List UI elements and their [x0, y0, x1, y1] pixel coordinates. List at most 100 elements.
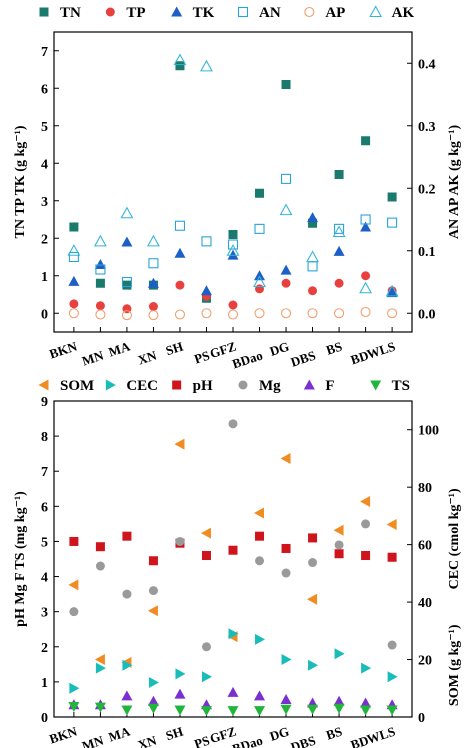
x-tick-label-mn: MN — [80, 347, 106, 368]
left-tick-label: 3 — [41, 195, 48, 210]
point-tk-bkn — [68, 275, 80, 286]
x-tick-label-ma: MA — [107, 723, 133, 744]
point-ph-ma — [122, 531, 132, 541]
point-f-bs — [333, 695, 345, 706]
point-an-dbs — [307, 261, 318, 272]
legend-marker-ap — [304, 6, 315, 18]
point-ap-wls — [387, 308, 398, 319]
point-ap-ps — [201, 308, 212, 319]
point-ts-ps — [200, 706, 212, 717]
left-tick-label: 2 — [41, 232, 48, 247]
x-tick-label-ps: PS — [192, 733, 211, 748]
point-ap-dg — [280, 308, 292, 319]
point-tp-xn — [148, 302, 158, 311]
point-ph-bkn — [69, 536, 79, 546]
legend-label-an: AN — [259, 5, 281, 21]
point-som-dbs — [307, 593, 318, 605]
legend-label-som: SOM — [60, 378, 94, 394]
point-mg-wls — [387, 640, 397, 650]
point-an-dg — [280, 173, 292, 184]
right-tick-label: 100 — [418, 424, 439, 439]
x-tick-label-xn: XN — [136, 732, 159, 748]
point-ts-bs — [333, 703, 345, 714]
point-ph-xn — [148, 556, 158, 566]
point-an-mn — [95, 264, 106, 275]
point-ak-bd — [359, 281, 373, 294]
point-f-ma — [121, 690, 133, 701]
point-an-gfz — [227, 239, 239, 250]
left-tick-label: 6 — [41, 82, 48, 97]
point-cec-bdao — [255, 633, 266, 645]
point-tp-bdao — [255, 284, 265, 294]
point-tk-bs — [333, 245, 345, 256]
point-ap-bd — [360, 306, 371, 318]
point-mg-bdao — [255, 556, 265, 566]
point-som-dg — [280, 452, 291, 464]
point-tn-sh — [175, 61, 185, 71]
point-tp-gfz — [228, 300, 238, 310]
point-f-dg — [280, 693, 292, 704]
point-tk-xn — [147, 277, 159, 288]
point-som-bs — [333, 524, 344, 536]
point-mg-xn — [148, 586, 158, 596]
left-tick-label: 5 — [41, 120, 48, 135]
legend-marker-tn — [39, 7, 49, 17]
legend-label-tp: TP — [126, 5, 145, 21]
point-ap-bdao — [254, 308, 265, 319]
point-ap-ma — [121, 310, 132, 321]
point-tp-bs — [334, 278, 344, 288]
top-panel: TN TP TK AN AP AK 0 1 2 3 4 5 6 7 0.0 0.1 0.2 0.3 0.4 BKN MN… — [13, 5, 462, 371]
right-tick-label: 20 — [418, 654, 432, 669]
point-tk-gfz — [227, 249, 239, 260]
point-mg-bd — [361, 519, 371, 529]
legend-label-ph: pH — [193, 378, 213, 394]
point-som-xn — [147, 605, 158, 617]
point-som-bd — [360, 496, 371, 508]
legend-marker-tk — [171, 6, 183, 17]
point-ts-bd — [360, 705, 372, 716]
point-cec-mn — [95, 662, 106, 674]
point-f-sh — [174, 688, 186, 699]
point-ts-ma — [121, 705, 133, 716]
point-an-bdao — [254, 223, 265, 234]
point-ap-xn — [148, 310, 159, 321]
right-tick-label: 0.1 — [418, 245, 436, 260]
legend-label-tk: TK — [193, 5, 215, 21]
point-ts-dbs — [307, 704, 319, 715]
point-tn-bd — [361, 136, 371, 146]
point-an-sh — [174, 220, 186, 231]
x-tick-label-dg: DG — [268, 724, 291, 744]
point-ph-wls — [387, 552, 397, 562]
point-ts-bkn — [68, 701, 80, 712]
left-tick-label: 7 — [41, 465, 48, 480]
x-tick-label-wls: WLS — [365, 724, 397, 747]
right-axis-title-som: SOM (g kg⁻¹) — [447, 624, 462, 706]
point-ap-bs — [334, 308, 345, 319]
legend-label-ap: AP — [325, 5, 345, 21]
point-mg-ma — [122, 589, 132, 599]
left-tick-label: 8 — [41, 430, 48, 445]
legend-label-mg: Mg — [259, 378, 281, 394]
point-cec-dg — [281, 654, 292, 666]
point-an-bs — [334, 223, 345, 234]
point-ap-gfz — [227, 309, 239, 320]
legend-marker-cec — [105, 379, 116, 391]
point-cec-bd — [361, 662, 372, 674]
point-cec-xn — [148, 677, 159, 689]
point-cec-sh — [175, 668, 186, 680]
x-tick-label-dg: DG — [268, 339, 291, 359]
point-som-mn — [94, 654, 105, 666]
point-tn-mn — [95, 278, 105, 288]
legend-label-ak: AK — [392, 5, 415, 21]
left-axis-title: TN TP TK (g kg⁻¹) — [13, 125, 28, 238]
point-tn-gfz — [228, 230, 238, 239]
legend-marker-ts — [370, 380, 382, 391]
point-mg-dbs — [308, 558, 318, 568]
right-tick-label: 60 — [418, 539, 432, 554]
point-ph-bs — [334, 549, 344, 559]
x-tick-label-wls: WLS — [365, 339, 397, 362]
left-tick-label: 1 — [41, 676, 48, 691]
point-ts-xn — [147, 703, 159, 714]
left-tick-label: 4 — [41, 157, 48, 172]
point-an-bd — [360, 214, 371, 225]
